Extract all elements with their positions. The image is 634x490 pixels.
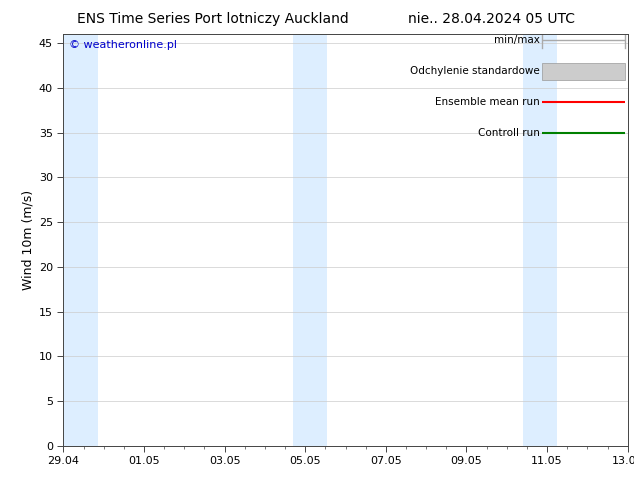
Text: Controll run: Controll run	[478, 128, 540, 138]
Bar	[542, 63, 625, 80]
Bar	[293, 34, 327, 446]
Point	[94, 436, 101, 441]
Point	[100, 434, 107, 440]
Point	[94, 434, 101, 440]
Text: ENS Time Series Port lotniczy Auckland: ENS Time Series Port lotniczy Auckland	[77, 12, 348, 26]
Bar	[63, 34, 98, 446]
Point	[94, 434, 101, 440]
Point	[100, 436, 107, 441]
Y-axis label: Wind 10m (m/s): Wind 10m (m/s)	[22, 190, 35, 290]
Text: Ensemble mean run: Ensemble mean run	[436, 97, 540, 107]
Point	[100, 436, 107, 442]
Text: nie.. 28.04.2024 05 UTC: nie.. 28.04.2024 05 UTC	[408, 12, 575, 26]
Point	[100, 434, 107, 440]
Text: © weatheronline.pl: © weatheronline.pl	[69, 41, 177, 50]
Bar	[523, 34, 557, 446]
Point	[100, 434, 107, 440]
Text: min/max: min/max	[495, 35, 540, 46]
Point	[94, 436, 101, 442]
Text: Odchylenie standardowe: Odchylenie standardowe	[410, 66, 540, 76]
Point	[94, 434, 101, 440]
